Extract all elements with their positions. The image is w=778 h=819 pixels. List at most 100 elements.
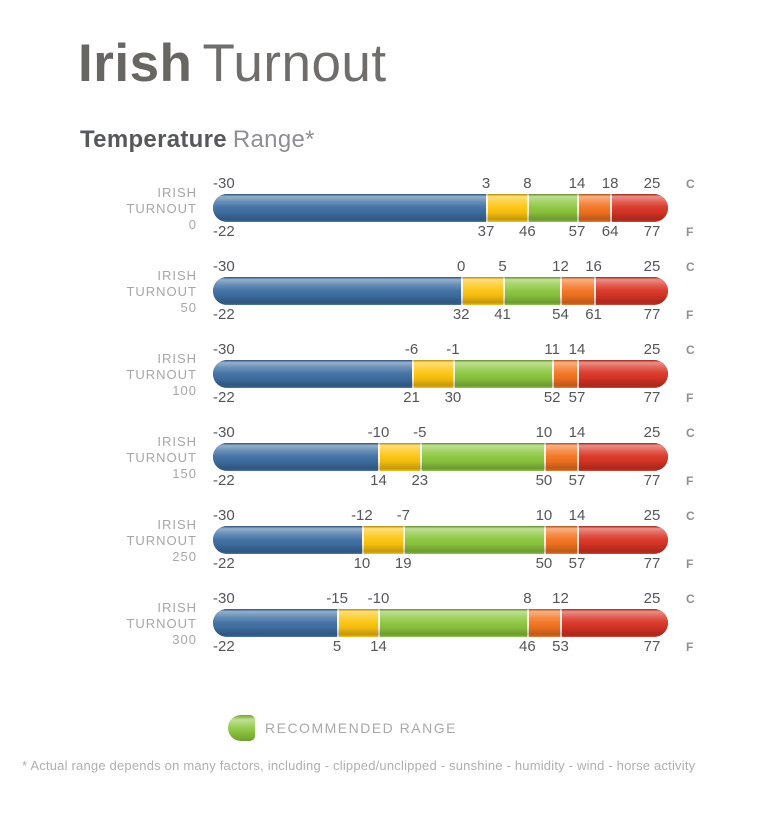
range-segment-green — [419, 442, 544, 471]
tick-label: 57 — [568, 222, 586, 240]
tick-label: -22 — [213, 388, 235, 406]
tick-label: -30 — [213, 174, 235, 192]
temperature-bar — [213, 525, 668, 554]
range-segment-yellow — [361, 525, 404, 554]
bar-area: -30 -12 -7 10 14 25 -22 10 19 50 57 77 — [213, 506, 668, 574]
tick-label: 14 — [370, 471, 387, 489]
fahrenheit-ticks: -22 5 14 46 53 77 — [213, 637, 668, 657]
row-label: IRISH TURNOUT 150 — [126, 433, 197, 481]
tick-label: 14 — [568, 340, 586, 358]
tick-label: 25 — [643, 506, 661, 524]
recommended-range-swatch-icon — [228, 714, 255, 741]
tick-label: -15 — [326, 589, 348, 607]
tick-label: -30 — [213, 506, 235, 524]
tick-label: -1 — [446, 340, 460, 358]
turnout-row: IRISH TURNOUT 100 -30 -6 -1 11 14 25 -22 21 30 52 5… — [0, 340, 778, 408]
row-label: IRISH TURNOUT 250 — [126, 516, 197, 564]
celsius-ticks: -30 -10 -5 10 14 25 — [213, 423, 668, 443]
tick-label: 19 — [394, 554, 412, 572]
tick-label: 14 — [568, 506, 586, 524]
range-segment-blue — [213, 193, 486, 222]
tick-label: 54 — [552, 305, 569, 323]
range-segment-yellow — [411, 359, 453, 388]
range-segment-blue — [213, 442, 379, 471]
celsius-unit-label: C — [686, 176, 695, 191]
tick-label: -30 — [213, 423, 235, 441]
tick-label: 64 — [601, 222, 619, 240]
fahrenheit-unit-label: F — [686, 556, 694, 571]
tick-label: 25 — [643, 257, 661, 275]
celsius-ticks: -30 -6 -1 11 14 25 — [213, 340, 668, 360]
range-segment-green — [452, 359, 553, 388]
range-segment-yellow — [486, 193, 528, 222]
range-segment-green — [378, 608, 528, 637]
celsius-ticks: -30 -12 -7 10 14 25 — [213, 506, 668, 526]
temperature-bar — [213, 276, 668, 305]
temperature-bar — [213, 359, 668, 388]
tick-label: 8 — [523, 174, 532, 192]
tick-label: 50 — [535, 554, 553, 572]
tick-label: 77 — [643, 222, 661, 240]
tick-label: 50 — [535, 471, 553, 489]
tick-label: -6 — [404, 340, 419, 358]
celsius-unit-label: C — [686, 508, 695, 523]
range-segment-orange — [560, 276, 594, 305]
tick-label: 57 — [568, 388, 586, 406]
tick-label: 77 — [643, 471, 661, 489]
range-segment-red — [610, 193, 668, 222]
legend: RECOMMENDED RANGE — [228, 714, 778, 741]
tick-label: 53 — [552, 637, 569, 655]
fahrenheit-ticks: -22 10 19 50 57 77 — [213, 554, 668, 574]
tick-label: 12 — [552, 257, 569, 275]
range-segment-yellow — [337, 608, 379, 637]
fahrenheit-ticks: -22 37 46 57 64 77 — [213, 222, 668, 242]
tick-label: -22 — [213, 554, 235, 572]
tick-label: 77 — [643, 388, 661, 406]
tick-label: 32 — [452, 305, 470, 323]
celsius-ticks: -30 0 5 12 16 25 — [213, 257, 668, 277]
tick-label: 57 — [568, 471, 586, 489]
range-segment-green — [403, 525, 544, 554]
tick-label: 14 — [568, 423, 586, 441]
tick-label: 0 — [457, 257, 466, 275]
range-segment-orange — [577, 193, 611, 222]
page-title-bold: Irish — [78, 34, 193, 93]
fahrenheit-ticks: -22 32 41 54 61 77 — [213, 305, 668, 325]
celsius-ticks: -30 3 8 14 18 25 — [213, 174, 668, 194]
range-segment-blue — [213, 525, 362, 554]
range-segment-orange — [543, 442, 577, 471]
range-segment-red — [577, 442, 668, 471]
row-label: IRISH TURNOUT 100 — [126, 350, 197, 398]
range-segment-red — [577, 359, 668, 388]
celsius-unit-label: C — [686, 259, 695, 274]
tick-label: 16 — [585, 257, 602, 275]
tick-label: 10 — [535, 506, 553, 524]
footnote: * Actual range depends on many factors, … — [22, 757, 696, 773]
tick-label: -30 — [213, 257, 235, 275]
tick-label: 30 — [444, 388, 462, 406]
celsius-unit-label: C — [686, 591, 695, 606]
tick-label: 37 — [477, 222, 495, 240]
range-segment-yellow — [461, 276, 503, 305]
bar-area: -30 -10 -5 10 14 25 -22 14 23 50 57 77 — [213, 423, 668, 491]
bar-area: -30 -6 -1 11 14 25 -22 21 30 52 57 77 — [213, 340, 668, 408]
tick-label: 77 — [643, 305, 661, 323]
tick-label: 41 — [494, 305, 511, 323]
tick-label: 3 — [481, 174, 491, 192]
bar-area: -30 3 8 14 18 25 -22 37 46 57 64 77 — [213, 174, 668, 242]
fahrenheit-unit-label: F — [686, 390, 694, 405]
tick-label: 25 — [643, 174, 661, 192]
tick-label: 14 — [370, 637, 387, 655]
tick-label: 46 — [519, 637, 536, 655]
tick-label: -30 — [213, 340, 235, 358]
tick-label: 61 — [585, 305, 602, 323]
tick-label: 21 — [403, 388, 420, 406]
fahrenheit-unit-label: F — [686, 473, 694, 488]
tick-label: 77 — [643, 554, 661, 572]
celsius-unit-label: C — [686, 342, 695, 357]
range-segment-green — [502, 276, 561, 305]
page-title: Irish Turnout — [78, 36, 778, 92]
